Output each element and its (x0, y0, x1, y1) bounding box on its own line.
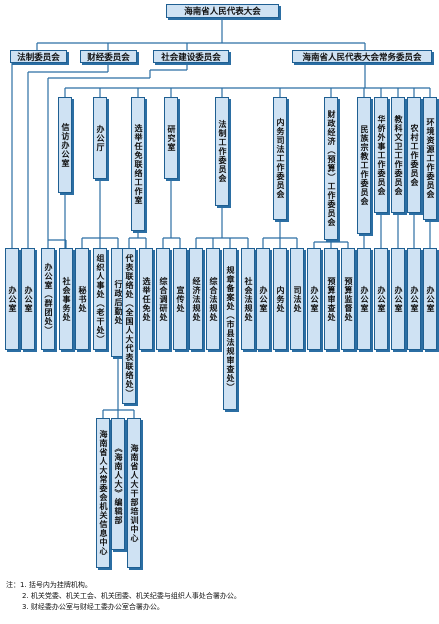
office-neiwu: 内务司法工作委员会 (273, 97, 287, 220)
unit-jingji-fagui: 经济法规处 (189, 248, 203, 350)
unit-zuzhi: 组织人事处（老干处） (93, 248, 107, 350)
unit-minzu-office: 办公室 (357, 248, 371, 350)
social-committee-box: 社会建设委员会 (153, 50, 229, 63)
unit-mishu: 秘书处 (75, 248, 89, 350)
office-bangongting: 办公厅 (93, 97, 107, 179)
office-jiaoke: 教科文卫工作委员会 (391, 97, 405, 213)
unit-neiwu-office: 办公室 (256, 248, 270, 350)
office-minzu: 民族宗教工作委员会 (357, 97, 371, 234)
unit-yusuan-jiandu: 预算监督处 (341, 248, 355, 350)
root-label: 海南省人民代表大会 (184, 7, 261, 17)
unit-social-office: 办公室（群团处） (41, 248, 55, 350)
subunit-peixun: 海南省人大干部培训中心 (127, 418, 141, 568)
root-box: 海南省人民代表大会 (166, 4, 279, 18)
unit-huanjing-office: 办公室 (423, 248, 437, 350)
legal-committee-box: 法制委员会 (10, 50, 67, 63)
finance-committee-label: 财经委员会 (87, 52, 130, 63)
office-nongcun: 农村工作委员会 (407, 97, 421, 213)
footnote-2: 2. 机关党委、机关工会、机关团委、机关纪委与组织人事处合署办公。 (22, 592, 241, 600)
legal-committee-label: 法制委员会 (17, 52, 60, 63)
footnotes: 注：1. 括号内为挂牌机构。 2. 机关党委、机关工会、机关团委、机关纪委与组织… (6, 580, 241, 613)
footnote-1: 注：1. 括号内为挂牌机构。 (6, 581, 92, 589)
unit-zonghe-fagui: 综合法规处 (206, 248, 220, 350)
unit-caizheng-office: 办公室 (307, 248, 321, 350)
unit-daibiao: 代表联络处（全国人大代表联络处） (122, 248, 136, 404)
unit-xuanju-renmian: 选举任免处 (139, 248, 153, 350)
office-huanjing: 环境资源工作委员会 (423, 97, 437, 220)
unit-jiaoke-office: 办公室 (391, 248, 405, 350)
unit-huaqiao-office: 办公室 (374, 248, 388, 350)
unit-yusuan-shencha: 预算审查处 (324, 248, 338, 350)
standing-committee-box: 海南省人民代表大会常务委员会 (292, 50, 432, 63)
standing-committee-label: 海南省人民代表大会常务委员会 (302, 52, 422, 63)
subunit-xinxi: 海南省人大常委会机关信息中心 (96, 418, 110, 568)
unit-neiwu-chu: 内务处 (273, 248, 287, 350)
unit-legal-office: 办公室 (5, 248, 19, 350)
subunit-bianji: 《海南人大》编辑部 (111, 418, 125, 550)
footnote-3: 3. 财经委办公室与财经工委办公室合署办公。 (22, 603, 164, 611)
office-xuanju: 选举任免联络工作室 (131, 97, 145, 231)
office-caizheng: 财政经济（预算）工作委员会 (324, 97, 338, 240)
unit-shehui-fagui: 社会法规处 (241, 248, 255, 350)
office-fazhi: 法制工作委员会 (215, 97, 229, 206)
office-yanjiu: 研究室 (164, 97, 178, 179)
office-huaqiao: 华侨外事工作委员会 (374, 97, 388, 213)
unit-nongcun-office: 办公室 (407, 248, 421, 350)
unit-guizhang: 规章备案处（市县法规审查处） (223, 248, 237, 410)
unit-sifa: 司法处 (290, 248, 304, 350)
unit-social-affairs: 社会事务处 (59, 248, 73, 350)
office-xinfang: 信访办公室 (58, 97, 72, 193)
social-committee-label: 社会建设委员会 (161, 52, 221, 63)
unit-finance-office: 办公室 (21, 248, 35, 350)
unit-zonghe-diaoyan: 综合调研处 (156, 248, 170, 350)
finance-committee-box: 财经委员会 (80, 50, 137, 63)
unit-xuanchuan: 宣传处 (173, 248, 187, 350)
